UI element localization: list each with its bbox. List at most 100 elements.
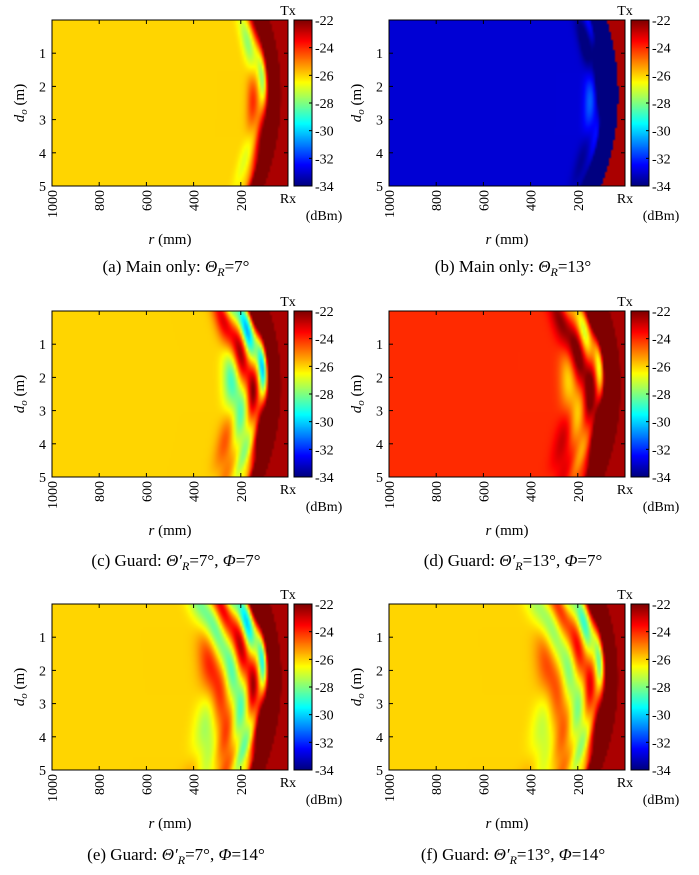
- y-tick-label: 5: [376, 471, 383, 486]
- subplot-caption: (b) Main only: ΘR=13°: [435, 257, 591, 279]
- colorbar-tick-label: -32: [315, 443, 334, 458]
- colorbar-unit: (dBm): [643, 500, 680, 515]
- x-tick-label: 400: [525, 190, 540, 211]
- rx-label: Rx: [280, 483, 296, 498]
- tx-label: Tx: [280, 295, 296, 310]
- x-tick-label: 800: [430, 481, 445, 502]
- y-axis-label: do (m): [349, 375, 367, 413]
- colorbar-tick-label: -34: [315, 764, 334, 779]
- y-tick-label: 2: [39, 371, 46, 386]
- colorbar-tick-label: -30: [652, 709, 671, 724]
- x-tick-label: 1000: [383, 774, 398, 802]
- x-tick-label: 800: [93, 774, 108, 795]
- colorbar-tick-label: -30: [652, 416, 671, 431]
- y-tick-label: 4: [376, 438, 383, 453]
- colorbar-tick-label: -32: [315, 152, 334, 167]
- y-tick-label: 3: [39, 114, 46, 129]
- y-axis-label: do (m): [349, 668, 367, 706]
- x-tick-label: 1000: [46, 190, 61, 218]
- y-tick-label: 1: [39, 47, 46, 62]
- tx-label: Tx: [280, 588, 296, 603]
- heatmap-image: [389, 20, 625, 186]
- colorbar-tick-label: -26: [652, 360, 671, 375]
- heatmap-image: [389, 311, 625, 477]
- y-tick-label: 4: [376, 147, 383, 162]
- y-tick-label: 2: [39, 664, 46, 679]
- x-tick-label: 200: [235, 481, 250, 502]
- y-tick-label: 3: [376, 114, 383, 129]
- x-tick-label: 200: [572, 481, 587, 502]
- colorbar-unit: (dBm): [306, 500, 343, 515]
- rx-label: Rx: [280, 192, 296, 207]
- subplot-b: 1000 800 600 400 200 1 2 3 4 5 Tx Rx -22 -24 -26 -28 -30…: [349, 4, 680, 279]
- tx-label: Tx: [617, 295, 633, 310]
- y-tick-label: 3: [376, 405, 383, 420]
- x-tick-label: 800: [93, 190, 108, 211]
- colorbar-tick-label: -26: [315, 360, 334, 375]
- colorbar-tick-label: -34: [315, 180, 334, 195]
- colorbar-unit: (dBm): [306, 209, 343, 224]
- colorbar: [631, 311, 649, 477]
- tx-label: Tx: [280, 4, 296, 19]
- tx-label: Tx: [617, 588, 633, 603]
- x-tick-label: 600: [140, 481, 155, 502]
- heatmap-image: [52, 604, 288, 770]
- x-tick-label: 600: [477, 190, 492, 211]
- colorbar-tick-label: -30: [315, 416, 334, 431]
- x-tick-label: 200: [235, 774, 250, 795]
- colorbar-tick-label: -24: [652, 333, 671, 348]
- y-tick-label: 3: [39, 698, 46, 713]
- colorbar: [631, 20, 649, 186]
- y-tick-label: 1: [376, 47, 383, 62]
- colorbar-tick-label: -26: [652, 653, 671, 668]
- colorbar: [294, 604, 312, 770]
- tx-label: Tx: [617, 4, 633, 19]
- heatmap-image: [389, 604, 625, 770]
- colorbar-tick-label: -30: [652, 125, 671, 140]
- colorbar-tick-label: -30: [315, 709, 334, 724]
- x-tick-label: 600: [140, 190, 155, 211]
- x-tick-label: 800: [430, 774, 445, 795]
- plot-frame: [51, 310, 289, 478]
- colorbar-tick-label: -22: [315, 598, 334, 613]
- x-axis-label: r (mm): [486, 523, 529, 539]
- plot-frame: [388, 19, 626, 187]
- x-tick-label: 1000: [383, 481, 398, 509]
- colorbar-tick-label: -24: [652, 42, 671, 57]
- subplot-caption: (c) Guard: Θ′R=7°, Φ=7°: [91, 551, 260, 573]
- subplot-caption: (d) Guard: Θ′R=13°, Φ=7°: [424, 551, 603, 573]
- y-tick-label: 1: [376, 631, 383, 646]
- colorbar: [294, 20, 312, 186]
- y-tick-label: 5: [376, 764, 383, 779]
- colorbar-tick-label: -32: [315, 736, 334, 751]
- x-axis-label: r (mm): [149, 232, 192, 248]
- x-axis-label: r (mm): [149, 816, 192, 832]
- y-tick-label: 1: [39, 338, 46, 353]
- x-tick-label: 1000: [46, 774, 61, 802]
- colorbar-tick-label: -32: [652, 736, 671, 751]
- y-tick-label: 2: [376, 371, 383, 386]
- y-tick-label: 1: [39, 631, 46, 646]
- colorbar-tick-label: -22: [652, 598, 671, 613]
- y-tick-label: 5: [39, 764, 46, 779]
- x-axis-label: r (mm): [486, 232, 529, 248]
- colorbar-tick-label: -28: [315, 388, 334, 403]
- subplot-a: 1000 800 600 400 200 1 2 3 4 5 Tx Rx -22 -24 -26 -28 -30…: [12, 4, 343, 279]
- subplot-caption: (e) Guard: Θ′R=7°, Φ=14°: [87, 845, 265, 867]
- rx-label: Rx: [280, 776, 296, 791]
- colorbar-tick-label: -24: [315, 626, 334, 641]
- colorbar: [631, 604, 649, 770]
- y-tick-label: 2: [376, 664, 383, 679]
- plot-frame: [388, 603, 626, 771]
- colorbar-tick-label: -24: [652, 626, 671, 641]
- y-axis-label: do (m): [12, 375, 30, 413]
- rx-label: Rx: [617, 776, 633, 791]
- colorbar-tick-label: -28: [315, 97, 334, 112]
- x-tick-label: 400: [188, 481, 203, 502]
- colorbar-tick-label: -34: [652, 180, 671, 195]
- x-tick-label: 400: [188, 774, 203, 795]
- x-tick-label: 600: [140, 774, 155, 795]
- colorbar-tick-label: -22: [315, 14, 334, 29]
- colorbar-tick-label: -30: [315, 125, 334, 140]
- colorbar-tick-label: -34: [652, 764, 671, 779]
